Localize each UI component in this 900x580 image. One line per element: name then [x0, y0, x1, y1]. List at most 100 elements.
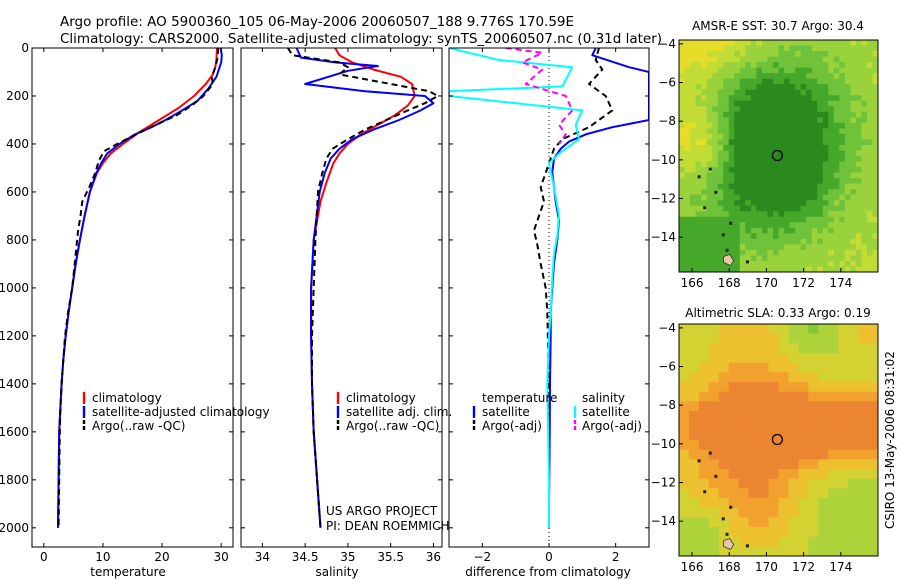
map-cell — [866, 244, 873, 251]
map-cell — [723, 150, 730, 157]
map-cell — [789, 111, 796, 118]
map-cell — [789, 244, 796, 251]
map-cell — [866, 100, 873, 107]
map-cell — [784, 249, 790, 256]
map-cell — [756, 56, 763, 63]
map-cell — [828, 222, 835, 229]
map-cell — [772, 161, 779, 168]
map-cell — [778, 227, 785, 234]
map-cell — [806, 183, 813, 190]
credit-line-2: PI: DEAN ROEMMICH — [326, 519, 449, 533]
map-cell — [839, 216, 846, 223]
map-cell — [811, 194, 818, 201]
map-cell — [717, 100, 724, 107]
map-cell — [795, 189, 802, 196]
map-cell — [718, 401, 730, 412]
island — [721, 233, 725, 237]
map-cell — [734, 56, 741, 63]
map-cell — [811, 266, 818, 273]
map-cell — [806, 84, 813, 91]
map-cell — [844, 216, 851, 223]
map-cell — [701, 216, 708, 223]
map-cell — [800, 194, 807, 201]
map-cell — [684, 67, 691, 74]
map-cell — [784, 73, 790, 80]
map-cell — [808, 517, 819, 528]
map-cell — [756, 172, 763, 179]
map-cell — [739, 100, 746, 107]
map-cell — [789, 211, 796, 218]
map-x-tick-label: 172 — [792, 276, 815, 290]
map-cell — [761, 95, 768, 102]
map-cell — [684, 40, 691, 46]
map-cell — [817, 183, 824, 190]
map-cell — [800, 161, 807, 168]
map-cell — [872, 244, 879, 251]
map-cell — [828, 488, 839, 499]
map-cell — [695, 227, 702, 234]
map-cell — [772, 56, 779, 63]
temperature-xlabel: temperature — [90, 565, 165, 579]
map-cell — [767, 266, 774, 273]
map-cell — [861, 117, 868, 124]
map-cell — [795, 238, 802, 245]
map-cell — [844, 78, 851, 85]
map-cell — [839, 133, 846, 140]
map-cell — [706, 144, 713, 151]
map-cell — [758, 343, 769, 354]
map-cell — [868, 420, 879, 431]
map-cell — [768, 324, 779, 335]
map-cell — [679, 324, 690, 335]
map-cell — [734, 78, 741, 85]
map-cell — [723, 122, 730, 129]
map-cell — [866, 167, 873, 173]
map-cell — [761, 78, 768, 85]
map-cell — [850, 194, 857, 201]
map-cell — [756, 194, 763, 201]
map-cell — [701, 161, 708, 168]
map-cell — [688, 411, 700, 422]
map-cell — [708, 353, 720, 364]
map-cell — [778, 411, 789, 422]
map-cell — [734, 189, 741, 196]
map-cell — [798, 536, 809, 547]
map-cell — [778, 401, 789, 412]
map-cell — [695, 150, 702, 157]
map-cell — [848, 401, 859, 412]
series-line-satellite-adj-clim- — [295, 48, 435, 528]
map-cell — [833, 73, 840, 80]
map-cell — [756, 51, 763, 57]
map-cell — [850, 167, 857, 173]
map-cell — [679, 227, 685, 234]
map-cell — [800, 244, 807, 251]
map-cell — [761, 84, 768, 91]
map-cell — [717, 172, 724, 179]
map-cell — [717, 161, 724, 168]
map-cell — [772, 189, 779, 196]
map-cell — [684, 78, 691, 85]
map-cell — [795, 117, 802, 124]
map-cell — [717, 45, 724, 52]
map-cell — [811, 172, 818, 179]
map-cell — [728, 106, 735, 113]
map-cell — [844, 95, 851, 102]
map-cell — [718, 391, 730, 402]
map-cell — [822, 51, 829, 57]
map-cell — [767, 150, 774, 157]
map-cell — [811, 255, 818, 262]
map-cell — [828, 440, 839, 451]
island — [725, 532, 729, 536]
map-cell — [738, 498, 750, 509]
map-cell — [800, 216, 807, 223]
map-cell — [811, 211, 818, 218]
map-cell — [761, 167, 768, 173]
map-cell — [788, 488, 799, 499]
map-cell — [708, 478, 720, 489]
map-cell — [789, 45, 796, 52]
map-cell — [838, 517, 849, 528]
map-cell — [688, 420, 700, 431]
map-cell — [858, 382, 869, 393]
island — [708, 167, 712, 171]
map-cell — [784, 51, 790, 57]
map-cell — [690, 106, 696, 113]
